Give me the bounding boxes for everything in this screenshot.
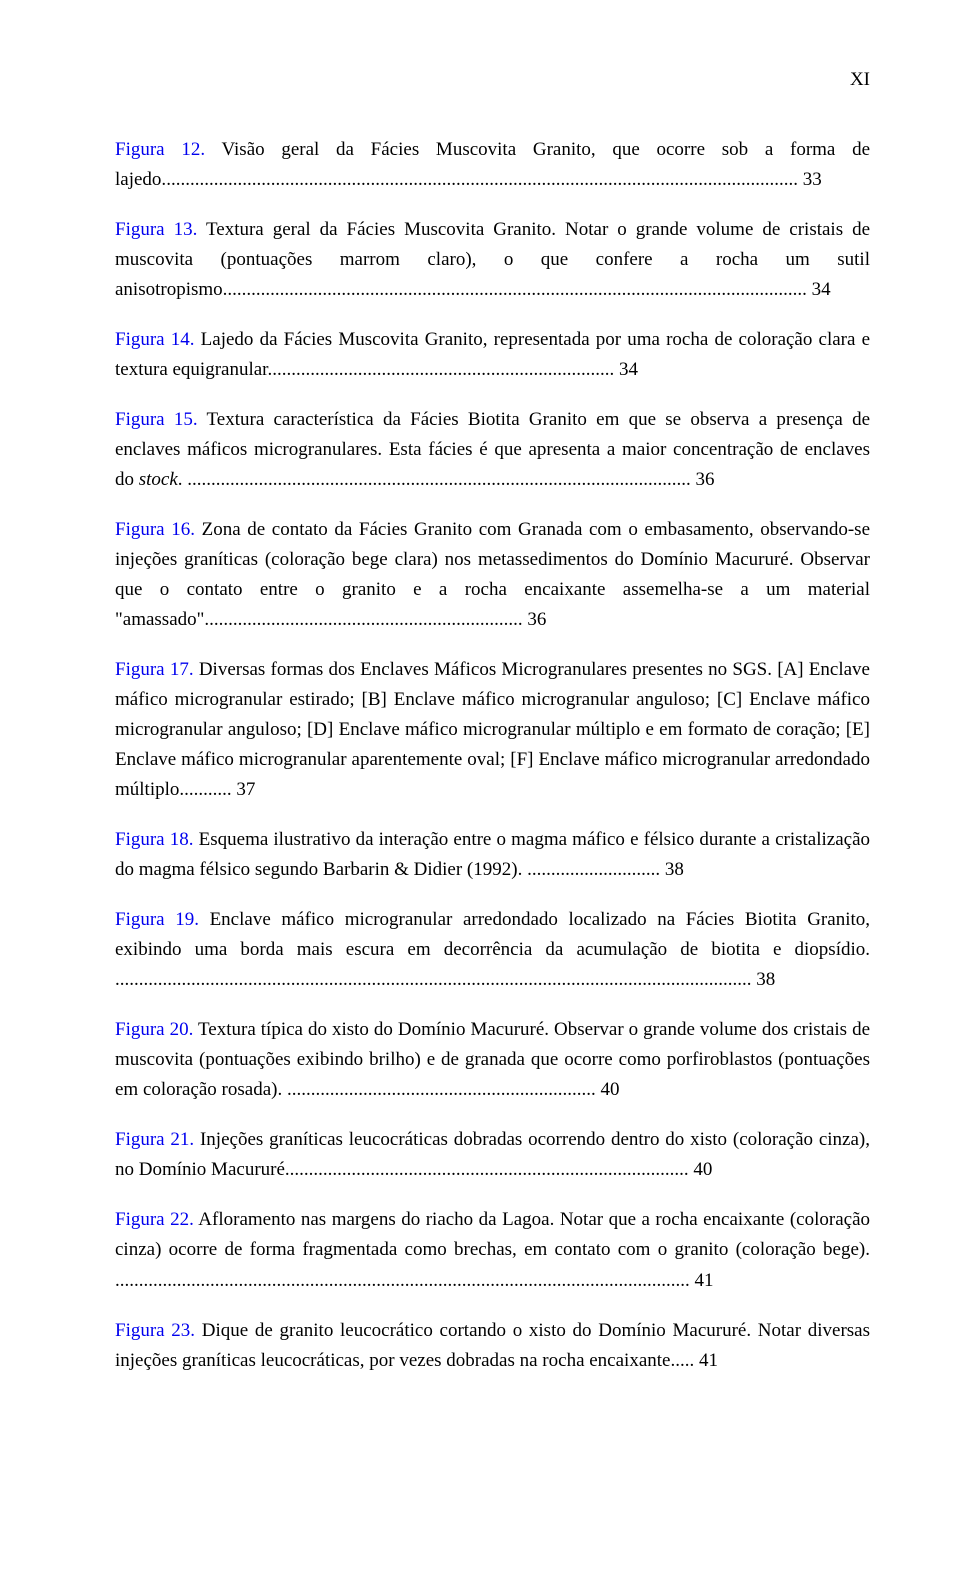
figure-page: 37 (232, 779, 256, 800)
figure-page: 40 (596, 1079, 620, 1100)
figure-page: 33 (798, 169, 822, 190)
figure-label: Figura 15. (115, 409, 198, 430)
figure-page: 38 (660, 859, 684, 880)
figure-description: Enclave máfico microgranular arredondado… (115, 909, 870, 960)
figure-label: Figura 19. (115, 909, 199, 930)
figure-description: Afloramento nas margens do riacho da Lag… (115, 1209, 870, 1260)
leader-dots: .......... (184, 779, 232, 800)
figure-entry: Figura 19. Enclave máfico microgranular … (115, 905, 870, 995)
leader-dots: ........................................… (115, 1270, 690, 1291)
leader-dots: ........................................… (272, 359, 614, 380)
italic-term: stock (139, 469, 178, 490)
figure-description-after: . (178, 469, 188, 490)
figure-description: Esquema ilustrativo da interação entre o… (115, 829, 870, 880)
figure-label: Figura 22. (115, 1209, 194, 1230)
leader-dots: ........................................… (290, 1159, 689, 1180)
figure-page: 40 (689, 1159, 713, 1180)
figure-entry: Figura 12. Visão geral da Fácies Muscovi… (115, 135, 870, 195)
figure-label: Figura 18. (115, 829, 194, 850)
figure-entry: Figura 14. Lajedo da Fácies Muscovita Gr… (115, 325, 870, 385)
figure-label: Figura 16. (115, 519, 195, 540)
figure-page: 34 (614, 359, 638, 380)
figure-page: 41 (694, 1350, 718, 1371)
figure-page: 36 (523, 609, 547, 630)
leader-dots: .... (675, 1350, 694, 1371)
leader-dots: ........................................… (115, 969, 752, 990)
figure-entry: Figura 13. Textura geral da Fácies Musco… (115, 215, 870, 305)
figure-entry: Figura 20. Textura típica do xisto do Do… (115, 1015, 870, 1105)
figure-page: 41 (690, 1270, 714, 1291)
figure-label: Figura 20. (115, 1019, 193, 1040)
figure-entry: Figura 15. Textura característica da Fác… (115, 405, 870, 495)
figure-page: 38 (752, 969, 776, 990)
figure-label: Figura 14. (115, 329, 195, 350)
page-number: XI (115, 65, 870, 95)
leader-dots: ............................ (527, 859, 660, 880)
leader-dots: ........................................… (209, 609, 523, 630)
figure-entry: Figura 16. Zona de contato da Fácies Gra… (115, 515, 870, 635)
figure-entry: Figura 21. Injeções graníticas leucocrát… (115, 1125, 870, 1185)
figure-entry: Figura 17. Diversas formas dos Enclaves … (115, 655, 870, 805)
figure-label: Figura 17. (115, 659, 194, 680)
leader-dots: ........................................… (166, 169, 798, 190)
leader-dots: ........................................… (187, 469, 691, 490)
figure-label: Figura 13. (115, 219, 197, 240)
figure-page: 34 (807, 279, 831, 300)
figure-label: Figura 23. (115, 1320, 195, 1341)
figure-label: Figura 12. (115, 139, 205, 160)
figure-entry: Figura 18. Esquema ilustrativo da intera… (115, 825, 870, 885)
figure-label: Figura 21. (115, 1129, 194, 1150)
figure-entry: Figura 22. Afloramento nas margens do ri… (115, 1205, 870, 1295)
leader-dots: ........................................… (287, 1079, 596, 1100)
figure-description: Dique de granito leucocrático cortando o… (115, 1320, 870, 1371)
figure-page: 36 (691, 469, 715, 490)
figure-entry: Figura 23. Dique de granito leucocrático… (115, 1316, 870, 1376)
leader-dots: ........................................… (227, 279, 807, 300)
figure-list: Figura 12. Visão geral da Fácies Muscovi… (115, 135, 870, 1376)
